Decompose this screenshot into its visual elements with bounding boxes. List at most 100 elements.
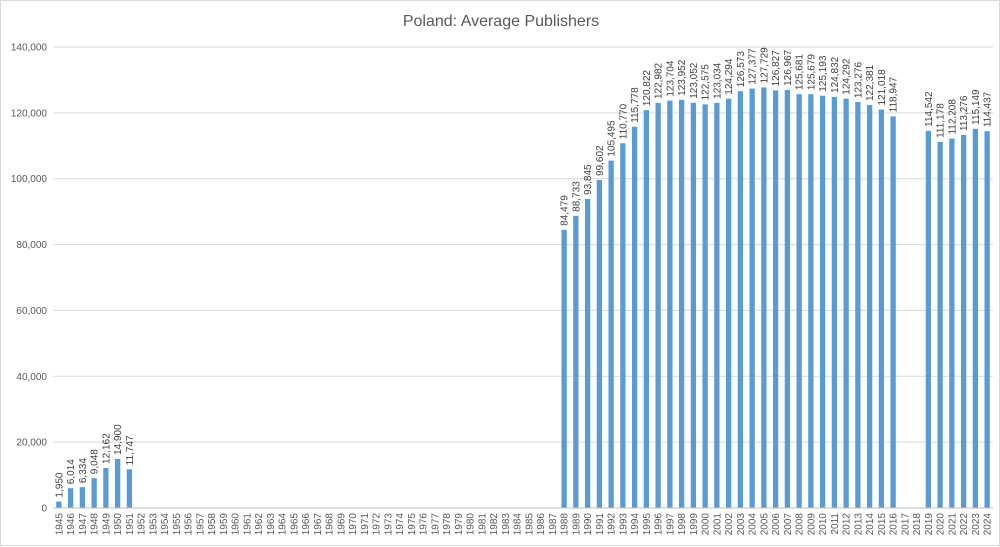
- bar: [79, 487, 86, 508]
- bar: [620, 143, 626, 508]
- bar: [878, 109, 885, 509]
- x-tick-label: 1983: [501, 513, 512, 536]
- x-tick-label: 1947: [78, 513, 89, 536]
- x-tick-label: 2016: [889, 513, 900, 536]
- x-tick-label: 1988: [560, 513, 571, 536]
- bar: [819, 95, 826, 509]
- x-tick-label: 1961: [242, 513, 253, 536]
- x-tick-label: 1977: [430, 513, 441, 536]
- x-tick-label: 1950: [113, 513, 124, 536]
- data-label: 124,832: [830, 56, 841, 93]
- x-tick-label: 1957: [195, 513, 206, 536]
- bar: [678, 99, 685, 508]
- x-tick-label: 1952: [137, 513, 148, 536]
- x-tick-label: 1966: [301, 513, 312, 536]
- x-tick-label: 1953: [148, 513, 159, 536]
- data-label: 127,729: [759, 47, 770, 84]
- x-tick-label: 1974: [395, 513, 406, 536]
- data-label: 120,822: [642, 70, 653, 107]
- data-label: 110,770: [618, 103, 629, 139]
- data-label: 111,178: [936, 103, 947, 138]
- bar: [114, 458, 121, 508]
- x-tick-label: 2019: [924, 513, 935, 536]
- bar: [584, 198, 591, 509]
- data-label: 124,292: [842, 58, 853, 95]
- y-tick-label: 100,000: [11, 174, 48, 185]
- x-tick-label: 1990: [583, 513, 594, 536]
- x-tick-label: 2021: [947, 513, 958, 536]
- bar: [725, 98, 732, 508]
- data-label: 122,575: [701, 64, 712, 101]
- x-tick-label: 2015: [877, 513, 888, 536]
- x-tick-label: 1964: [278, 513, 289, 536]
- data-label: 126,573: [736, 51, 747, 88]
- x-tick-label: 1998: [677, 513, 688, 536]
- data-label: 114,437: [983, 91, 994, 127]
- data-label: 125,193: [818, 55, 829, 92]
- y-tick-label: 40,000: [16, 372, 47, 383]
- data-label: 122,381: [865, 64, 876, 101]
- x-tick-label: 1994: [630, 513, 641, 536]
- x-tick-label: 2006: [771, 513, 782, 536]
- x-tick-label: 1978: [442, 513, 453, 536]
- x-tick-label: 1999: [689, 513, 700, 536]
- data-label: 9,048: [90, 449, 101, 474]
- bar: [737, 91, 744, 508]
- x-tick-label: 2010: [818, 513, 829, 536]
- x-tick-label: 1958: [207, 513, 218, 536]
- data-label: 125,681: [795, 54, 806, 91]
- x-tick-label: 2012: [842, 513, 853, 536]
- x-tick-label: 1982: [489, 513, 500, 536]
- x-tick-label: 2003: [736, 513, 747, 536]
- x-tick-label: 1946: [66, 513, 77, 536]
- x-tick-label: 1975: [407, 513, 418, 536]
- bar: [643, 110, 650, 508]
- data-label: 126,967: [783, 49, 794, 86]
- data-label: 105,495: [607, 120, 618, 157]
- bar: [855, 102, 861, 509]
- x-tick-label: 1989: [571, 513, 582, 536]
- x-tick-label: 2007: [783, 513, 794, 536]
- bar: [949, 138, 955, 509]
- data-label: 88,733: [571, 181, 582, 212]
- data-label: 1,950: [54, 472, 65, 497]
- x-tick-label: 2020: [936, 513, 947, 536]
- bar: [749, 88, 755, 508]
- x-tick-label: 1971: [360, 513, 371, 536]
- bar: [984, 131, 990, 509]
- data-label: 84,479: [560, 195, 571, 226]
- data-label: 112,208: [947, 99, 958, 135]
- x-tick-label: 2009: [806, 513, 817, 536]
- data-label: 113,276: [959, 95, 970, 131]
- data-label: 127,377: [748, 48, 759, 85]
- x-tick-label: 1980: [466, 513, 477, 536]
- y-tick-label: 140,000: [11, 43, 48, 54]
- x-tick-label: 2008: [795, 513, 806, 536]
- x-tick-label: 1945: [54, 513, 65, 536]
- bar: [831, 96, 838, 509]
- x-tick-label: 1951: [125, 513, 136, 536]
- x-tick-label: 1955: [172, 513, 183, 536]
- bar: [126, 469, 133, 508]
- bar: [772, 90, 779, 509]
- data-label: 124,294: [724, 58, 735, 95]
- x-tick-label: 1979: [454, 513, 465, 536]
- x-tick-label: 1948: [90, 513, 101, 536]
- bar: [573, 215, 579, 508]
- chart-title: Poland: Average Publishers: [403, 13, 599, 30]
- x-tick-label: 1949: [101, 513, 112, 536]
- data-label: 93,845: [583, 164, 594, 195]
- x-tick-label: 2022: [959, 513, 970, 536]
- gridlines: [53, 46, 993, 443]
- x-tick-label: 2005: [759, 513, 770, 536]
- data-label: 6,014: [66, 459, 77, 484]
- x-tick-label: 1997: [665, 513, 676, 536]
- x-tick-label: 1965: [289, 513, 300, 536]
- bar: [690, 102, 697, 508]
- bar: [714, 102, 720, 509]
- data-label: 118,947: [889, 76, 900, 112]
- data-label: 122,982: [654, 62, 665, 99]
- y-tick-label: 80,000: [16, 240, 47, 251]
- x-tick-label: 2004: [748, 513, 759, 536]
